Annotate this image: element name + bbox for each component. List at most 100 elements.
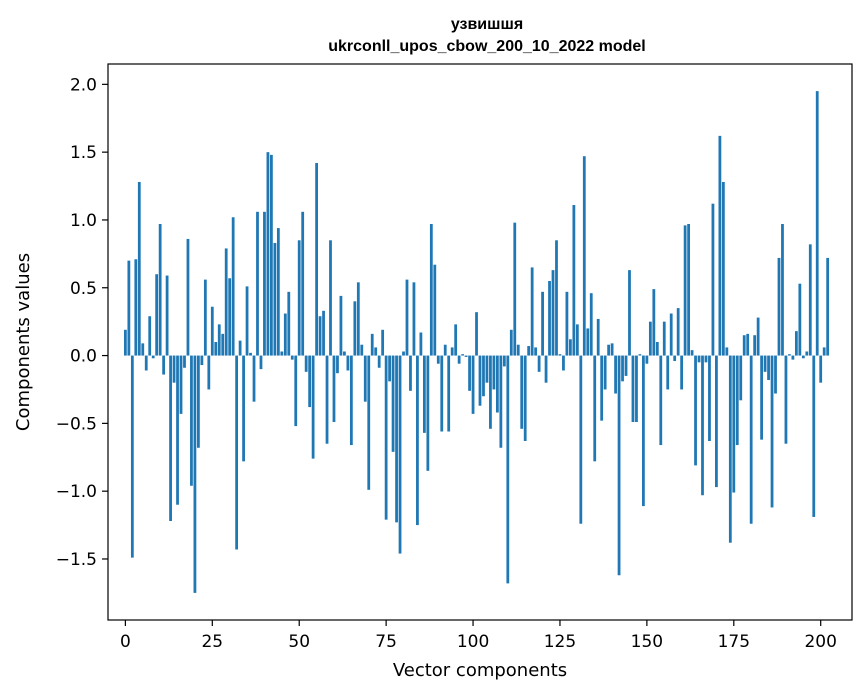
- bar-2: [130, 355, 134, 558]
- bar-84: [416, 355, 419, 526]
- bar-189: [781, 224, 784, 356]
- bar-52: [304, 355, 308, 372]
- bar-31: [231, 217, 235, 356]
- bar-202: [826, 257, 830, 356]
- x-tick-label: 125: [544, 632, 576, 652]
- bar-193: [794, 331, 798, 356]
- bar-178: [742, 335, 746, 356]
- y-tick-label: 1.0: [70, 211, 97, 231]
- bar-168: [708, 355, 711, 441]
- plot-frame: [107, 63, 853, 621]
- bar-68: [360, 344, 364, 356]
- bar-177: [739, 355, 743, 401]
- bar-140: [610, 343, 614, 356]
- bar-180: [749, 355, 753, 524]
- chart-subtitle: ukrconll_upos_cbow_200_10_2022 model: [328, 38, 645, 55]
- bar-77: [391, 355, 395, 452]
- bar-195: [801, 355, 805, 359]
- bar-10: [158, 224, 162, 356]
- bar-133: [586, 328, 590, 356]
- bar-197: [808, 244, 812, 356]
- bar-14: [172, 355, 176, 383]
- bar-129: [572, 205, 576, 356]
- x-tick-label: 150: [631, 632, 663, 652]
- bar-63: [343, 351, 346, 356]
- bar-71: [370, 333, 374, 356]
- bar-59: [329, 240, 332, 356]
- bar-39: [259, 355, 263, 370]
- bar-113: [516, 344, 520, 356]
- bar-46: [283, 313, 287, 356]
- bar-157: [669, 313, 673, 356]
- bar-92: [443, 344, 447, 356]
- bar-41: [266, 152, 270, 356]
- bar-185: [767, 355, 770, 380]
- bar-175: [732, 355, 736, 493]
- bar-126: [562, 355, 565, 371]
- bar-149: [642, 355, 645, 507]
- bar-21: [197, 355, 200, 448]
- bar-199: [815, 91, 819, 356]
- bar-8: [151, 355, 155, 359]
- bar-35: [245, 286, 249, 356]
- bar-62: [339, 295, 343, 356]
- bar-147: [635, 355, 638, 423]
- bar-110: [506, 355, 510, 584]
- bar-36: [249, 352, 252, 356]
- bar-106: [492, 355, 496, 390]
- bar-57: [322, 310, 325, 356]
- y-tick-label: 1.5: [70, 143, 97, 163]
- bar-16: [179, 355, 183, 414]
- y-tick-label: −1.5: [56, 550, 97, 570]
- bar-145: [628, 270, 631, 356]
- bar-43: [273, 243, 277, 356]
- bar-125: [558, 354, 562, 356]
- bar-45: [280, 351, 284, 356]
- bar-98: [464, 355, 468, 357]
- bar-152: [652, 289, 656, 356]
- bar-54: [311, 355, 315, 459]
- bar-30: [228, 278, 232, 356]
- bar-93: [447, 355, 451, 432]
- bar-69: [363, 355, 367, 402]
- bar-87: [426, 355, 430, 471]
- bar-159: [676, 308, 680, 356]
- bar-173: [725, 347, 729, 356]
- bar-102: [478, 355, 482, 406]
- bar-181: [753, 335, 757, 356]
- bar-171: [718, 135, 722, 356]
- bar-138: [603, 355, 607, 390]
- bar-90: [436, 355, 440, 364]
- bar-187: [774, 355, 777, 394]
- bar-53: [308, 355, 312, 408]
- bar-58: [325, 355, 329, 444]
- bar-25: [210, 306, 214, 356]
- x-axis-ticks: 0 25 50 75 100 125 150 175 200: [120, 620, 837, 652]
- bar-127: [565, 291, 569, 356]
- bar-135: [593, 355, 597, 462]
- bar-91: [440, 355, 444, 432]
- bar-7: [148, 316, 152, 356]
- bar-29: [224, 248, 228, 356]
- bar-6: [144, 355, 148, 371]
- bar-170: [715, 355, 718, 488]
- bar-103: [482, 355, 485, 397]
- bar-154: [659, 355, 663, 446]
- bar-13: [169, 355, 172, 521]
- bar-163: [690, 350, 694, 356]
- bar-191: [788, 354, 791, 356]
- bar-120: [541, 291, 544, 356]
- bar-94: [450, 347, 454, 356]
- bar-167: [704, 355, 708, 363]
- bar-143: [621, 355, 624, 382]
- bar-4: [137, 181, 141, 356]
- x-tick-label: 0: [120, 632, 131, 652]
- bar-134: [589, 293, 593, 356]
- y-tick-label: 0.0: [70, 347, 97, 367]
- x-tick-label: 25: [201, 632, 223, 652]
- bar-132: [582, 156, 586, 356]
- bar-49: [294, 355, 298, 427]
- bar-160: [680, 355, 684, 390]
- bar-109: [502, 355, 506, 367]
